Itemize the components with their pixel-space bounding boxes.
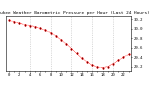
Title: Milwaukee Weather Barometric Pressure per Hour (Last 24 Hours): Milwaukee Weather Barometric Pressure pe… (0, 11, 150, 15)
